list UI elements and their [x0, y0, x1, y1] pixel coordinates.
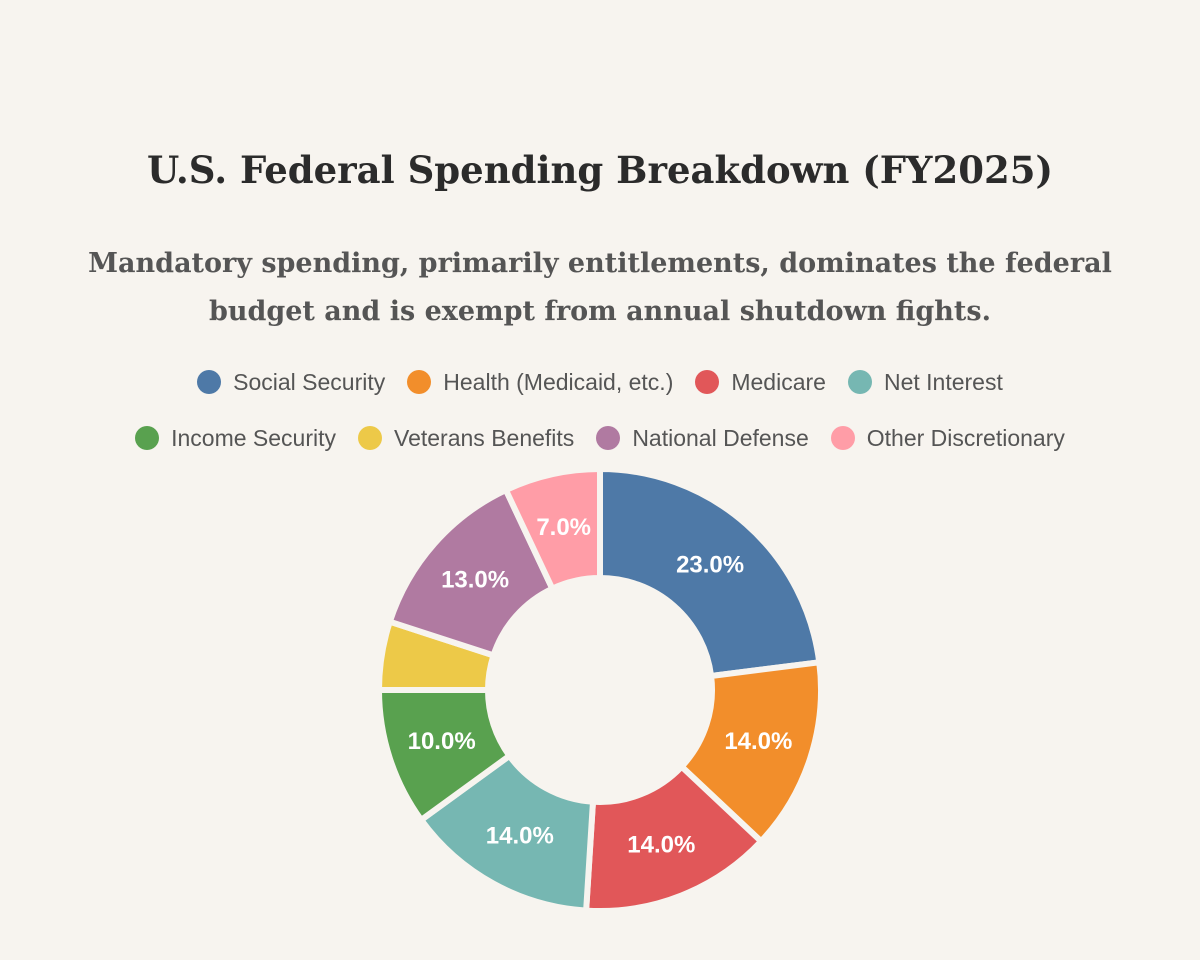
legend-item-veterans-benefits[interactable]: Veterans Benefits: [358, 422, 574, 454]
legend-swatch: [407, 370, 432, 394]
legend-label: Net Interest: [883, 368, 1003, 395]
chart-subtitle: Mandatory spending, primarily entitlemen…: [88, 248, 1112, 327]
chart-title: U.S. Federal Spending Breakdown (FY2025): [147, 148, 1053, 192]
slice-social-security[interactable]: [597, 466, 823, 679]
legend-item-other-discretionary[interactable]: Other Discretionary: [830, 422, 1065, 454]
slice-label-national-defense: 13.0%: [441, 566, 509, 593]
legend-item-health-medicaid-etc[interactable]: Health (Medicaid, etc.): [407, 366, 673, 398]
slice-label-health-medicaid-etc: 14.0%: [724, 728, 792, 755]
chart-legend: Social Security Health (Medicaid, etc.) Me…: [60, 366, 1140, 454]
legend-item-income-security[interactable]: Income Security: [135, 422, 336, 454]
legend-label: Health (Medicaid, etc.): [443, 368, 674, 395]
slice-label-medicare: 14.0%: [627, 831, 695, 858]
legend-swatch: [830, 426, 855, 450]
donut-chart-svg: 23.0% 14.0% 14.0% 14.0% 10.0% 13.0% 7.0%: [376, 466, 824, 914]
legend-swatch: [596, 426, 621, 450]
legend-swatch: [197, 370, 222, 394]
legend-item-national-defense[interactable]: National Defense: [596, 422, 809, 454]
legend-item-net-interest[interactable]: Net Interest: [847, 366, 1003, 398]
legend-item-medicare[interactable]: Medicare: [695, 366, 826, 398]
legend-swatch: [358, 426, 383, 450]
slice-label-social-security: 23.0%: [676, 552, 744, 579]
legend-label: Medicare: [731, 368, 826, 395]
slice-other-discretionary[interactable]: [502, 466, 603, 592]
legend-swatch: [847, 370, 872, 394]
donut-chart: 23.0% 14.0% 14.0% 14.0% 10.0% 13.0% 7.0%: [360, 450, 840, 930]
slice-label-other-discretionary: 7.0%: [536, 514, 591, 541]
legend-label: Veterans Benefits: [394, 424, 575, 451]
legend-label: National Defense: [632, 424, 809, 451]
slice-label-net-interest: 14.0%: [486, 822, 554, 849]
legend-swatch: [695, 370, 720, 394]
legend-label: Income Security: [171, 424, 337, 451]
legend-item-social-security[interactable]: Social Security: [197, 366, 385, 398]
legend-swatch: [135, 426, 160, 450]
slice-label-income-security: 10.0%: [408, 728, 476, 755]
legend-label: Other Discretionary: [866, 424, 1065, 451]
legend-label: Social Security: [233, 368, 386, 395]
